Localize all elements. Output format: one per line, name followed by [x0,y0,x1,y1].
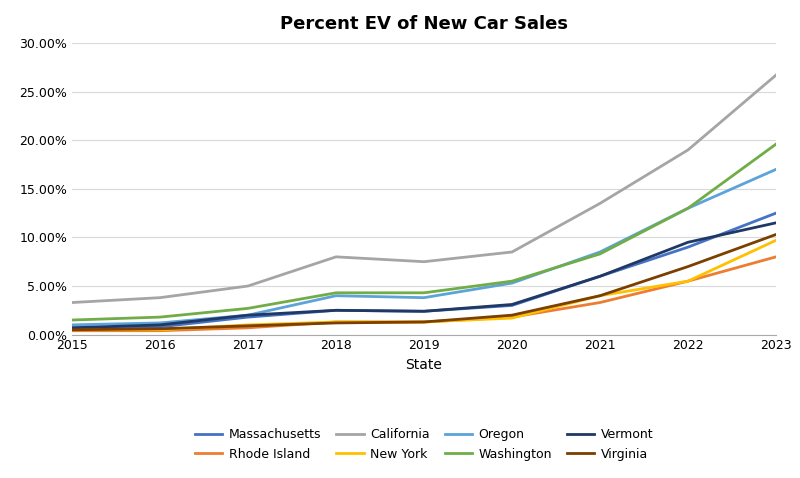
Massachusetts [67,325,77,331]
Massachusetts [155,324,165,330]
Washington [419,290,429,296]
Vermont [155,322,165,328]
New York [595,293,605,299]
Washington [155,314,165,320]
Oregon [507,280,517,286]
Massachusetts [243,314,253,320]
California [331,254,341,260]
Washington [243,305,253,311]
California [595,201,605,206]
Virginia [683,264,693,270]
Line: New York: New York [72,240,776,330]
Vermont [331,307,341,313]
Virginia [771,232,781,238]
Rhode Island [683,278,693,284]
Massachusetts [683,244,693,250]
Vermont [595,273,605,279]
New York [683,278,693,284]
Washington [683,206,693,211]
California [243,283,253,289]
Rhode Island [507,314,517,320]
Massachusetts [771,210,781,216]
Washington [67,317,77,323]
New York [155,327,165,333]
Oregon [683,206,693,211]
Line: Rhode Island: Rhode Island [72,257,776,331]
Massachusetts [507,303,517,308]
California [507,249,517,255]
California [419,259,429,265]
Virginia [595,293,605,299]
Virginia [507,312,517,318]
Virginia [419,319,429,325]
Virginia [331,320,341,326]
Massachusetts [595,273,605,279]
Oregon [67,322,77,328]
California [683,147,693,153]
New York [507,315,517,321]
Line: Oregon: Oregon [72,169,776,325]
Oregon [155,320,165,326]
New York [67,327,77,333]
Vermont [683,239,693,245]
New York [419,319,429,325]
Line: California: California [72,75,776,303]
Line: Virginia: Virginia [72,235,776,330]
Rhode Island [243,325,253,331]
Washington [595,251,605,257]
Virginia [155,326,165,332]
Rhode Island [595,300,605,305]
Virginia [67,327,77,333]
Oregon [419,295,429,301]
Vermont [67,325,77,331]
Virginia [243,323,253,329]
Legend: Massachusetts, Rhode Island, California, New York, Oregon, Washington, Vermont, : Massachusetts, Rhode Island, California,… [195,428,653,461]
Rhode Island [331,319,341,325]
California [67,300,77,305]
New York [331,319,341,325]
Line: Washington: Washington [72,144,776,320]
Rhode Island [67,328,77,334]
Line: Massachusetts: Massachusetts [72,213,776,328]
Oregon [331,293,341,299]
Oregon [595,249,605,255]
Massachusetts [419,308,429,314]
Rhode Island [419,319,429,325]
California [155,295,165,301]
New York [243,322,253,328]
Rhode Island [155,328,165,334]
Rhode Island [771,254,781,260]
X-axis label: State: State [406,358,442,372]
Vermont [419,308,429,314]
Oregon [243,312,253,318]
Washington [771,141,781,147]
Massachusetts [331,307,341,313]
Line: Vermont: Vermont [72,223,776,328]
Oregon [771,166,781,172]
Vermont [507,302,517,307]
Washington [507,278,517,284]
New York [771,238,781,243]
Title: Percent EV of New Car Sales: Percent EV of New Car Sales [280,15,568,33]
Washington [331,290,341,296]
Vermont [771,220,781,226]
California [771,72,781,78]
Vermont [243,312,253,318]
